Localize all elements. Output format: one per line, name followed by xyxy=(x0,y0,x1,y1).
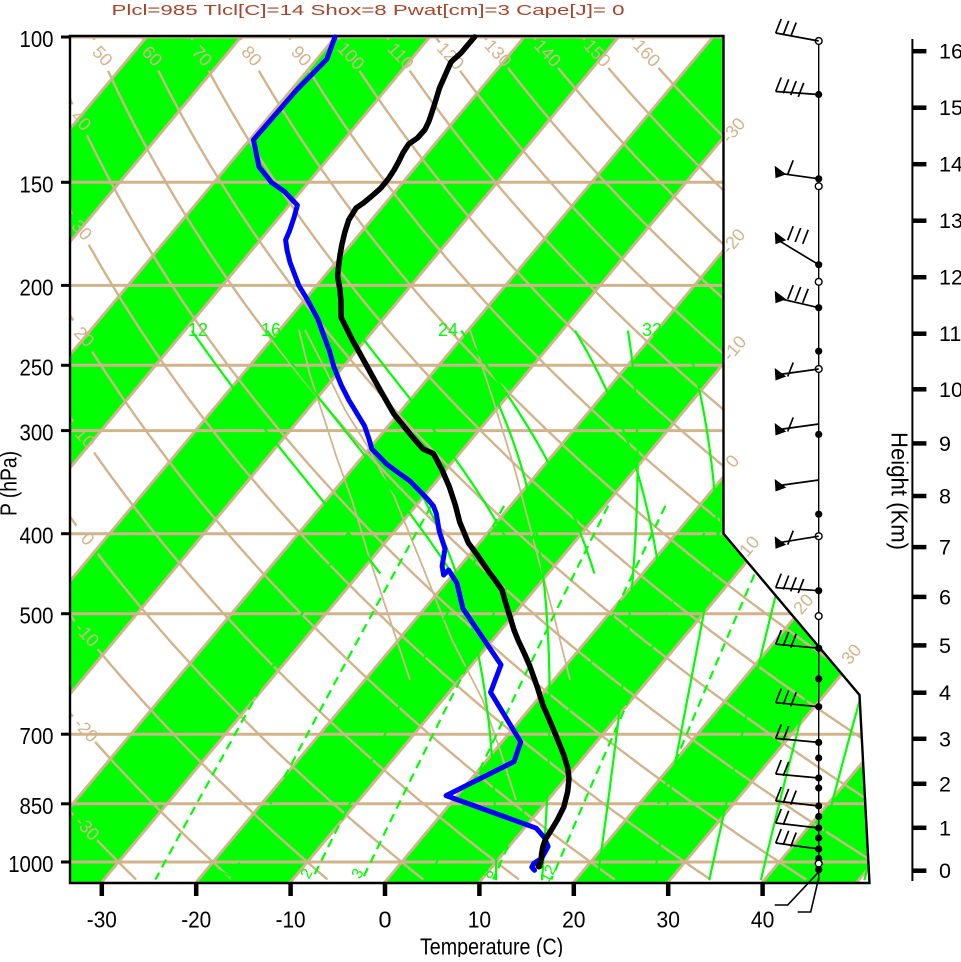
svg-text:-10: -10 xyxy=(276,907,306,933)
svg-text:150: 150 xyxy=(20,171,54,197)
svg-text:2: 2 xyxy=(939,772,951,796)
svg-text:24: 24 xyxy=(438,320,458,340)
svg-text:Temperature (C): Temperature (C) xyxy=(420,934,563,958)
svg-text:1000: 1000 xyxy=(8,851,53,877)
svg-text:0: 0 xyxy=(939,859,951,883)
svg-text:Plcl=985 Tlcl[C]=14 Shox=8 Pwa: Plcl=985 Tlcl[C]=14 Shox=8 Pwat[cm]=3 Ca… xyxy=(112,3,625,19)
svg-text:-20: -20 xyxy=(181,907,211,933)
svg-text:14: 14 xyxy=(939,153,961,177)
svg-text:10: 10 xyxy=(468,907,491,933)
svg-text:200: 200 xyxy=(20,274,54,300)
svg-text:850: 850 xyxy=(20,793,54,819)
svg-text:11: 11 xyxy=(939,322,961,346)
svg-text:Height (Km): Height (Km) xyxy=(887,432,913,550)
svg-text:7: 7 xyxy=(939,536,951,560)
svg-text:15: 15 xyxy=(939,96,961,120)
svg-text:40: 40 xyxy=(751,907,774,933)
svg-text:16: 16 xyxy=(261,320,281,340)
svg-text:1: 1 xyxy=(939,816,951,840)
svg-text:16: 16 xyxy=(939,40,961,64)
svg-text:32: 32 xyxy=(642,320,662,340)
svg-text:5: 5 xyxy=(939,634,951,658)
svg-text:12: 12 xyxy=(939,266,961,290)
svg-text:700: 700 xyxy=(20,723,54,749)
svg-text:12: 12 xyxy=(537,862,560,885)
svg-text:13: 13 xyxy=(939,209,961,233)
svg-text:250: 250 xyxy=(20,354,54,380)
svg-text:20: 20 xyxy=(562,907,585,933)
svg-text:12: 12 xyxy=(188,320,208,340)
svg-text:P (hPa): P (hPa) xyxy=(0,451,22,516)
svg-text:30: 30 xyxy=(657,907,680,933)
svg-text:500: 500 xyxy=(20,603,54,629)
svg-text:20: 20 xyxy=(614,862,637,886)
svg-text:9: 9 xyxy=(939,432,951,456)
svg-text:300: 300 xyxy=(20,420,54,446)
svg-text:3: 3 xyxy=(939,727,951,751)
svg-text:4: 4 xyxy=(939,681,951,705)
svg-text:100: 100 xyxy=(20,26,54,52)
svg-text:400: 400 xyxy=(20,523,54,549)
svg-text:8: 8 xyxy=(939,485,951,509)
svg-text:0: 0 xyxy=(379,907,392,933)
svg-text:-30: -30 xyxy=(87,907,117,933)
svg-text:6: 6 xyxy=(939,585,951,609)
svg-text:10: 10 xyxy=(939,378,961,402)
